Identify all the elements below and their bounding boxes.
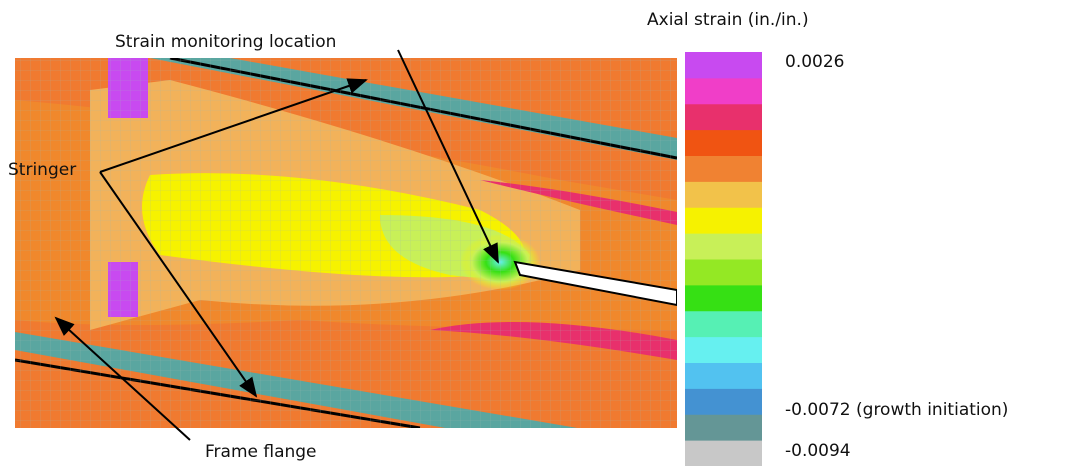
legend: Axial strain (in./in.) 0.0026 -0.0072 (g… bbox=[647, 10, 1008, 466]
legend-swatch bbox=[685, 207, 762, 233]
legend-swatch bbox=[685, 233, 762, 259]
legend-swatch bbox=[685, 363, 762, 389]
legend-title: Axial strain (in./in.) bbox=[647, 10, 809, 30]
annotation: Stringer bbox=[8, 160, 76, 180]
legend-label: -0.0072 (growth initiation) bbox=[785, 400, 1008, 420]
annotation: Strain monitoring location bbox=[115, 32, 336, 52]
legend-swatch bbox=[685, 104, 762, 130]
legend-swatch bbox=[685, 52, 762, 78]
legend-label: 0.0026 bbox=[785, 52, 844, 72]
legend-swatch bbox=[685, 130, 762, 156]
legend-swatch bbox=[685, 181, 762, 207]
legend-swatch bbox=[685, 78, 762, 104]
legend-swatch bbox=[685, 388, 762, 414]
page: Strain monitoring location Stringer Fram… bbox=[0, 0, 1070, 466]
legend-swatch bbox=[685, 414, 762, 440]
legend-label: -0.0094 bbox=[785, 441, 851, 461]
contour-plot bbox=[15, 58, 677, 466]
figure: Strain monitoring location Stringer Fram… bbox=[0, 0, 1070, 466]
legend-swatch bbox=[685, 440, 762, 466]
legend-swatch bbox=[685, 156, 762, 182]
legend-swatch bbox=[685, 311, 762, 337]
legend-swatch bbox=[685, 337, 762, 363]
legend-swatch bbox=[685, 285, 762, 311]
annotation: Frame flange bbox=[205, 442, 317, 462]
legend-swatch bbox=[685, 259, 762, 285]
